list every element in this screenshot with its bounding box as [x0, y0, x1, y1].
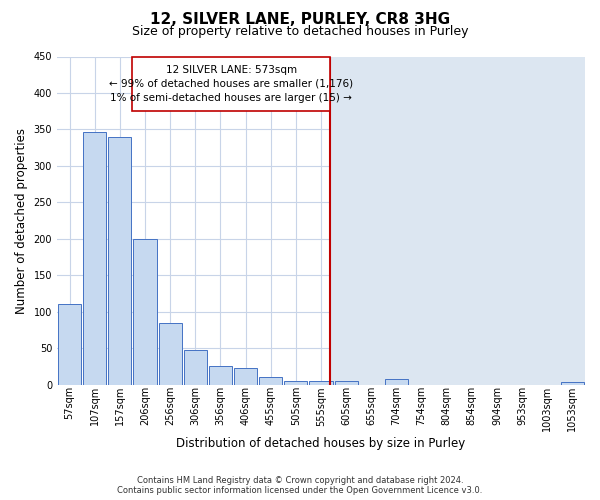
Bar: [58, 304, 81, 384]
Text: ← 99% of detached houses are smaller (1,176): ← 99% of detached houses are smaller (1,…: [109, 79, 353, 89]
Text: 1% of semi-detached houses are larger (15) →: 1% of semi-detached houses are larger (1…: [110, 92, 352, 102]
Text: Contains HM Land Registry data © Crown copyright and database right 2024.
Contai: Contains HM Land Registry data © Crown c…: [118, 476, 482, 495]
Bar: [184, 350, 207, 384]
Bar: [133, 239, 157, 384]
Bar: [109, 136, 131, 384]
Bar: [83, 132, 106, 384]
FancyBboxPatch shape: [133, 56, 330, 111]
Text: Size of property relative to detached houses in Purley: Size of property relative to detached ho…: [132, 25, 468, 38]
Bar: [330, 56, 585, 384]
Bar: [335, 381, 358, 384]
Bar: [158, 322, 182, 384]
Bar: [561, 382, 584, 384]
Bar: [284, 381, 307, 384]
Bar: [310, 381, 332, 384]
Bar: [209, 366, 232, 384]
Bar: [259, 376, 283, 384]
Y-axis label: Number of detached properties: Number of detached properties: [15, 128, 28, 314]
Bar: [234, 368, 257, 384]
Bar: [385, 379, 408, 384]
X-axis label: Distribution of detached houses by size in Purley: Distribution of detached houses by size …: [176, 437, 466, 450]
Text: 12 SILVER LANE: 573sqm: 12 SILVER LANE: 573sqm: [166, 65, 297, 75]
Text: 12, SILVER LANE, PURLEY, CR8 3HG: 12, SILVER LANE, PURLEY, CR8 3HG: [150, 12, 450, 28]
